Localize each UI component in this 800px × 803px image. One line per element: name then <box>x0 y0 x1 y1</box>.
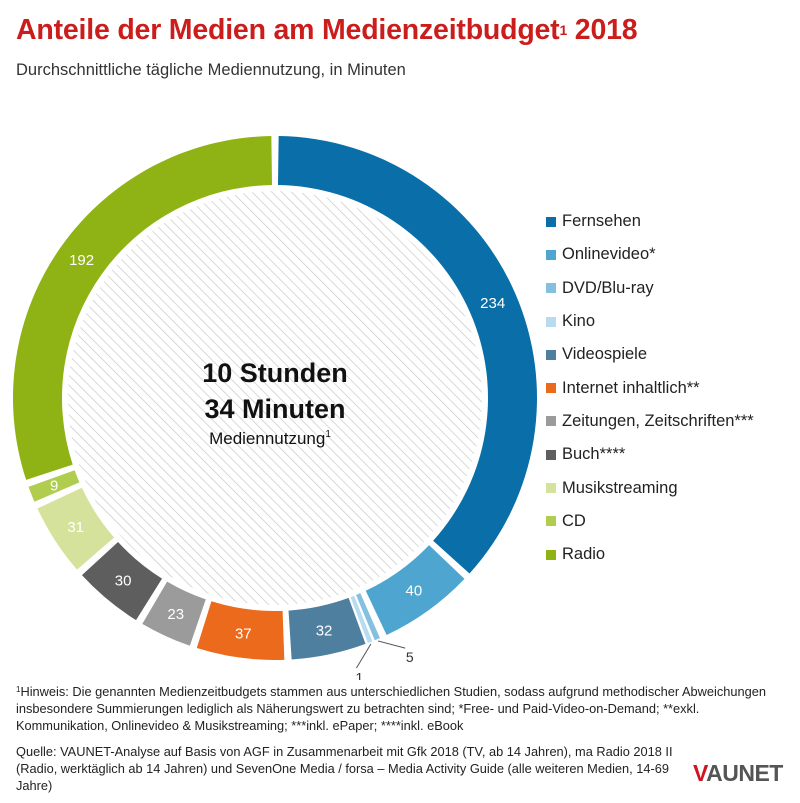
legend-swatch <box>546 316 556 327</box>
donut-chart: 234 40 32 37 23 30 31 9 192 5 1 10 Stunden 34 Minu… <box>13 136 537 680</box>
segment-value-label: 1 <box>355 670 363 680</box>
legend-swatch <box>546 349 556 360</box>
donut-segment-musikstreaming <box>37 487 115 570</box>
footnote: 1Hinweis: Die genannten Medienzeitbudget… <box>16 684 766 733</box>
legend-item-buch: Buch**** <box>546 438 754 471</box>
legend-swatch <box>546 283 556 294</box>
legend-item-dvd-blu-ray: DVD/Blu-ray <box>546 272 754 305</box>
legend-item-fernsehen: Fernsehen <box>546 205 754 238</box>
segment-value-label: 9 <box>50 477 58 494</box>
legend-label: DVD/Blu-ray <box>562 278 654 297</box>
segment-value-label: 30 <box>115 573 132 590</box>
segment-value-label: 234 <box>480 295 505 312</box>
legend-label: Zeitungen, Zeitschriften*** <box>562 411 754 430</box>
legend: Fernsehen Onlinevideo* DVD/Blu-ray Kino Vide… <box>546 205 754 571</box>
legend-swatch <box>546 449 556 460</box>
donut-segment-buch <box>81 541 163 621</box>
legend-item-radio: Radio <box>546 538 754 571</box>
legend-swatch <box>546 216 556 227</box>
leader-line <box>356 643 372 669</box>
legend-item-videospiele: Videospiele <box>546 338 754 371</box>
vaunet-logo: VAUNET <box>693 760 783 786</box>
donut-segment-zeitungen-zeitschriften <box>142 581 206 646</box>
legend-swatch <box>546 416 556 427</box>
donut-segment-videospiele <box>288 597 366 660</box>
chart-title: Anteile der Medien am Medienzeitbudget1 … <box>16 14 638 46</box>
segment-value-label: 5 <box>406 649 414 665</box>
donut-segment-fernsehen <box>277 136 537 574</box>
legend-label: Kino <box>562 312 596 331</box>
legend-swatch <box>546 249 556 260</box>
legend-label: Onlinevideo* <box>562 245 656 264</box>
legend-item-musikstreaming: Musikstreaming <box>546 471 754 504</box>
legend-label: Buch**** <box>562 445 626 464</box>
donut-segment-internet-inhaltlich <box>196 601 285 660</box>
donut-segment-onlinevideo <box>365 545 465 636</box>
source-note: Quelle: VAUNET-Analyse auf Basis von AGF… <box>16 744 673 793</box>
leader-line <box>378 640 406 649</box>
center-hours: 10 Stunden <box>202 358 348 388</box>
legend-swatch <box>546 516 556 527</box>
legend-item-zeitungen-zeitschriften: Zeitungen, Zeitschriften*** <box>546 405 754 438</box>
segment-value-label: 32 <box>316 622 333 639</box>
legend-item-cd: CD <box>546 505 754 538</box>
segment-value-label: 23 <box>167 606 184 623</box>
center-text: 10 Stunden 34 Minuten Mediennutzung1 <box>202 358 348 448</box>
donut-segment-radio <box>13 136 273 480</box>
segment-value-label: 192 <box>69 252 94 269</box>
legend-label: Fernsehen <box>562 212 641 231</box>
chart-subtitle: Durchschnittliche tägliche Mediennutzung… <box>16 61 406 79</box>
title-footnote-marker: 1 <box>559 22 568 38</box>
legend-item-onlinevideo: Onlinevideo* <box>546 238 754 271</box>
legend-swatch <box>546 383 556 394</box>
segment-value-label: 31 <box>67 519 84 536</box>
donut-segment-dvd-blu-ray <box>356 593 380 641</box>
legend-item-kino: Kino <box>546 305 754 338</box>
donut-segment-cd <box>28 470 80 502</box>
legend-item-internet-inhaltlich: Internet inhaltlich** <box>546 371 754 404</box>
legend-swatch <box>546 549 556 560</box>
center-minutes: 34 Minuten <box>204 394 345 424</box>
donut-segment-kino <box>350 595 373 643</box>
segment-value-label: 37 <box>235 625 252 642</box>
legend-label: Musikstreaming <box>562 478 678 497</box>
legend-label: Radio <box>562 545 606 564</box>
legend-label: CD <box>562 511 586 530</box>
segment-value-label: 40 <box>405 583 422 600</box>
center-caption: Mediennutzung1 <box>209 429 331 448</box>
center-hatch-disc <box>68 191 482 605</box>
legend-label: Internet inhaltlich** <box>562 378 700 397</box>
legend-label: Videospiele <box>562 345 648 364</box>
legend-swatch <box>546 483 556 494</box>
